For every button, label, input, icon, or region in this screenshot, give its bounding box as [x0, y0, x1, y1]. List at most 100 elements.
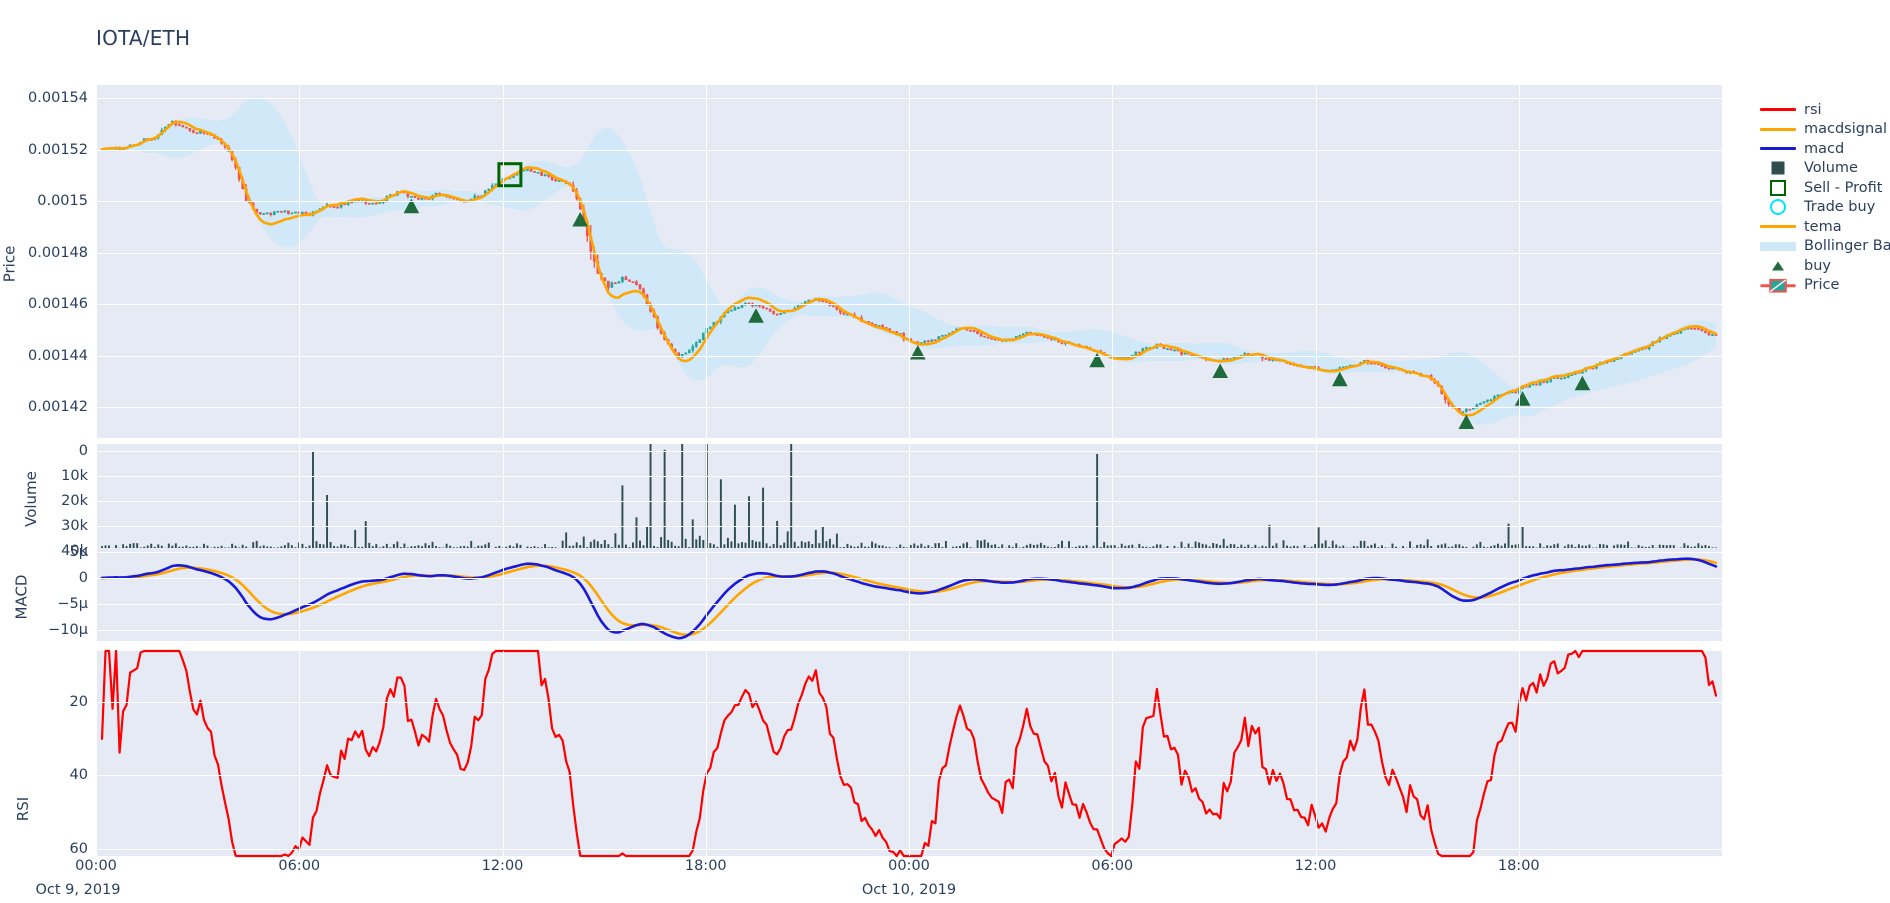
y-axis-tick: 40: [69, 767, 88, 784]
y-axis-tick: 30k: [61, 517, 88, 534]
line-swatch-icon: [1760, 127, 1796, 131]
circle-open-icon: [1770, 199, 1786, 216]
legend-candlestick-key: [1758, 276, 1798, 296]
volume-axis-title: Volume: [21, 471, 40, 527]
buy-marker: [1089, 352, 1105, 368]
buy-marker: [909, 344, 926, 360]
legend-band-key: [1758, 237, 1798, 257]
legend-item-label: macdsignal: [1804, 121, 1888, 138]
gridline-v: [1315, 85, 1317, 438]
gridline-v: [909, 548, 910, 641]
x-axis-tick: 12:00: [481, 858, 524, 874]
gridline-v: [1315, 444, 1317, 551]
legend-item-volume[interactable]: Volume: [1758, 159, 1888, 179]
legend-item-label: Sell - Profit: [1804, 179, 1883, 196]
y-axis-tick: 0.00144: [28, 347, 88, 364]
gridline-v: [909, 85, 910, 438]
legend-item-price[interactable]: Price: [1758, 276, 1888, 296]
gridline-v: [96, 651, 97, 856]
legend-item-tema[interactable]: tema: [1758, 217, 1888, 237]
gridline-v: [1518, 651, 1520, 856]
buy-marker: [1574, 375, 1591, 391]
legend-item-label: macd: [1804, 140, 1845, 157]
buy-marker: [572, 211, 589, 227]
gridline-v: [299, 651, 301, 856]
price-axis-title: Price: [0, 245, 19, 283]
x-axis-tick: 06:00: [1091, 858, 1134, 874]
gridline-v: [705, 651, 707, 856]
square-swatch-icon: [1771, 161, 1785, 175]
legend-item-label: Bollinger Band: [1804, 238, 1890, 255]
gridline-v: [299, 548, 301, 641]
macd-axis-title: MACD: [12, 574, 31, 620]
legend-item-trade-buy[interactable]: Trade buy: [1758, 198, 1888, 218]
x-axis-group-label: Oct 9, 2019: [35, 882, 121, 898]
gridline-v: [96, 548, 97, 641]
legend-line-key: [1758, 139, 1798, 159]
volume-panel: [96, 444, 1722, 552]
legend-item-bollinger-band[interactable]: Bollinger Band: [1758, 237, 1890, 257]
x-axis-tick: 00:00: [888, 858, 930, 874]
gridline-v: [705, 548, 707, 641]
bollinger-band: [102, 96, 1716, 425]
legend-item-label: rsi: [1804, 101, 1822, 118]
gridline-v: [299, 85, 301, 438]
gridline-v: [1518, 444, 1520, 551]
y-axis-tick: 0.00152: [28, 141, 88, 158]
x-axis: 00:00 06:00 12:00 18:00 00:00 06:00 12:00 18:00…: [0, 858, 1890, 903]
legend-square-key: [1758, 159, 1798, 179]
legend-item-buy[interactable]: buy: [1758, 256, 1888, 276]
x-axis-group-label: Oct 10, 2019: [861, 882, 957, 898]
legend-item-macdsignal[interactable]: macdsignal: [1758, 120, 1888, 140]
gridline-v: [502, 85, 504, 438]
buy-marker: [1458, 414, 1475, 429]
gridline-v: [1112, 651, 1114, 856]
y-axis-tick: 40k: [61, 542, 88, 559]
rsi-y-ticks: 60 40 20: [0, 651, 88, 856]
legend-item-sell-profit[interactable]: Sell - Profit: [1758, 178, 1888, 198]
y-axis-tick: 5μ: [69, 543, 88, 560]
x-axis-tick: 00:00: [75, 858, 117, 874]
legend-circle-open-key: [1758, 198, 1798, 218]
gridline-v: [96, 444, 97, 551]
chart-legend: rsi macdsignal macd Volume Sell - Profit Trad…: [1758, 100, 1890, 296]
gridline-v: [1518, 548, 1520, 641]
legend-line-key: [1758, 100, 1798, 120]
gridline-v: [1112, 548, 1114, 641]
gridline-v: [909, 651, 910, 856]
gridline-v: [1518, 85, 1520, 438]
y-axis-tick: 20k: [61, 492, 88, 509]
macd-y-ticks: 5μ 0 −5μ −10μ: [0, 543, 88, 641]
line-swatch-icon: [1760, 108, 1796, 112]
y-axis-tick: 0.00142: [28, 398, 88, 415]
gridline-v: [96, 85, 97, 438]
legend-item-label: buy: [1804, 257, 1831, 274]
gridline-v: [502, 548, 504, 641]
legend-item-macd[interactable]: macd: [1758, 139, 1888, 159]
gridline-v: [1315, 651, 1317, 856]
y-axis-tick: −10μ: [48, 621, 88, 638]
candlestick-icon: [1760, 278, 1796, 293]
y-axis-tick: 10k: [61, 468, 88, 485]
legend-item-rsi[interactable]: rsi: [1758, 100, 1888, 120]
y-axis-tick: 60: [69, 840, 88, 857]
y-axis-tick: 0.00146: [28, 295, 88, 312]
y-axis-tick: 0.00154: [28, 90, 88, 107]
buy-marker: [1331, 371, 1348, 387]
gridline-v: [1315, 548, 1317, 641]
gridline-v: [705, 444, 707, 551]
price-panel: [96, 85, 1722, 438]
triangle-up-icon: [1772, 261, 1784, 271]
legend-line-key: [1758, 217, 1798, 237]
rsi-line: [100, 649, 1718, 858]
legend-item-label: tema: [1804, 218, 1842, 235]
gridline-v: [502, 444, 504, 551]
sell-profit-marker: [497, 162, 523, 188]
gridline-v: [502, 651, 504, 856]
x-axis-tick: 12:00: [1294, 858, 1337, 874]
buy-marker: [748, 308, 764, 323]
rsi-panel: [96, 649, 1722, 858]
buy-marker: [1212, 363, 1229, 378]
price-y-ticks: 0.00154 0.00152 0.0015 0.00148 0.00146 0.0014…: [0, 85, 88, 438]
